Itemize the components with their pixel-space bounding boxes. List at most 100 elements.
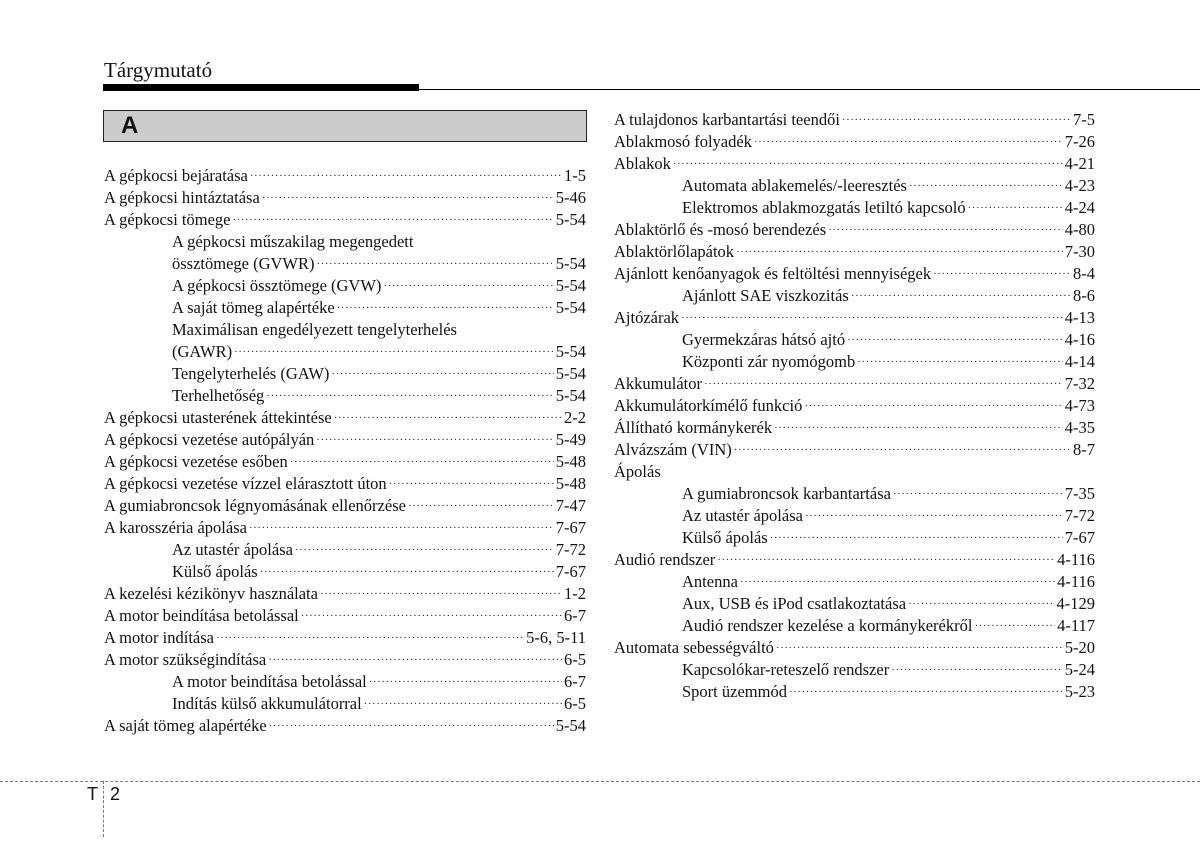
entry-label: Tengelyterhelés (GAW) bbox=[172, 364, 330, 383]
dot-leader: ········································… bbox=[289, 456, 554, 468]
dot-leader: ········································… bbox=[268, 654, 562, 666]
dot-leader: ········································… bbox=[967, 202, 1063, 214]
footer-section: T bbox=[87, 784, 98, 804]
footer-divider bbox=[0, 781, 1200, 782]
index-entry: Ablakmosó folyadék ······················… bbox=[614, 131, 1095, 153]
dot-leader: ········································… bbox=[216, 632, 525, 644]
index-subentry: Indítás külső akkumulátorral ············… bbox=[104, 693, 586, 715]
index-subentry: Az utastér ápolása ······················… bbox=[614, 505, 1095, 527]
section-letter-box: A bbox=[103, 110, 587, 142]
dot-leader: ········································… bbox=[733, 444, 1071, 456]
entry-label: Állítható kormánykerék bbox=[614, 418, 773, 437]
dot-leader: ········································… bbox=[974, 620, 1055, 632]
entry-page: 5-54 bbox=[555, 210, 586, 229]
dot-leader: ········································… bbox=[841, 114, 1071, 126]
dot-leader: ········································… bbox=[933, 268, 1071, 280]
dot-leader: ········································… bbox=[259, 566, 554, 578]
index-entry: Audió rendszer ··························… bbox=[614, 549, 1095, 571]
dot-leader: ········································… bbox=[908, 180, 1063, 192]
dot-leader: ········································… bbox=[248, 522, 554, 534]
entry-label: Sport üzemmód bbox=[682, 682, 787, 701]
dot-leader: ········································… bbox=[850, 290, 1071, 302]
entry-label: A karosszéria ápolása bbox=[104, 518, 247, 537]
entry-page: 7-30 bbox=[1064, 242, 1095, 261]
index-subentry: A gumiabroncsok karbantartása ···········… bbox=[614, 483, 1095, 505]
entry-label: Kapcsolókar-reteszelő rendszer bbox=[682, 660, 890, 679]
dot-leader: ········································… bbox=[804, 400, 1063, 412]
dot-leader: ········································… bbox=[704, 378, 1063, 390]
index-entry: A gépkocsi vezetése vízzel elárasztott ú… bbox=[104, 473, 586, 495]
entry-page: 5-20 bbox=[1064, 638, 1095, 657]
dot-leader: ········································… bbox=[736, 246, 1063, 258]
entry-label: A gépkocsi műszakilag megengedett bbox=[172, 232, 414, 251]
entry-page: 4-117 bbox=[1057, 616, 1095, 635]
dot-leader: ········································… bbox=[769, 532, 1063, 544]
index-entry: A karosszéria ápolása ···················… bbox=[104, 517, 586, 539]
entry-page: 5-49 bbox=[555, 430, 586, 449]
entry-page: 5-54 bbox=[555, 364, 586, 383]
dot-leader: ········································… bbox=[753, 136, 1063, 148]
dot-leader: ········································… bbox=[266, 390, 554, 402]
entry-label: Audió rendszer kezelése a kormánykerékrő… bbox=[682, 616, 973, 635]
index-subentry: (GAWR) ··································… bbox=[104, 341, 586, 363]
entry-label: A saját tömeg alapértéke bbox=[104, 716, 267, 735]
entry-label: A gépkocsi vezetése autópályán bbox=[104, 430, 315, 449]
entry-page: 5-46 bbox=[555, 188, 586, 207]
dot-leader: ········································… bbox=[319, 588, 562, 600]
index-column-right: A tulajdonos karbantartási teendői ······… bbox=[614, 109, 1095, 703]
entry-page: 4-13 bbox=[1064, 308, 1095, 327]
dot-leader: ········································… bbox=[388, 478, 554, 490]
entry-label: Ajánlott kenőanyagok és feltöltési menny… bbox=[614, 264, 932, 283]
dot-leader: ········································… bbox=[681, 312, 1063, 324]
dot-leader: ········································… bbox=[788, 686, 1063, 698]
index-subentry: A gépkocsi műszakilag megengedett bbox=[104, 231, 586, 253]
index-subentry: A saját tömeg alapértéke ················… bbox=[104, 297, 586, 319]
entry-label: A gépkocsi tömege bbox=[104, 210, 231, 229]
entry-page: 1-2 bbox=[564, 584, 586, 603]
entry-label: Antenna bbox=[682, 572, 738, 591]
dot-leader: ········································… bbox=[331, 368, 553, 380]
index-entry: A motor indítása ························… bbox=[104, 627, 586, 649]
entry-page: 4-14 bbox=[1064, 352, 1095, 371]
entry-label: Automata ablakemelés/-leeresztés bbox=[682, 176, 907, 195]
entry-label: A gépkocsi vezetése esőben bbox=[104, 452, 288, 471]
dot-leader: ········································… bbox=[383, 280, 554, 292]
index-subentry: Aux, USB és iPod csatlakoztatása ········… bbox=[614, 593, 1095, 615]
index-entry: A saját tömeg alapértéke ················… bbox=[104, 715, 586, 737]
entry-label: Aux, USB és iPod csatlakoztatása bbox=[682, 594, 907, 613]
entry-page: 6-5 bbox=[564, 650, 586, 669]
entry-page: 7-47 bbox=[555, 496, 586, 515]
index-entry: A gumiabroncsok légnyomásának ellenőrzés… bbox=[104, 495, 586, 517]
entry-label: A tulajdonos karbantartási teendői bbox=[614, 110, 840, 129]
index-subentry: Antenna ·································… bbox=[614, 571, 1095, 593]
index-subentry: össztömege (GVWR) ·······················… bbox=[104, 253, 586, 275]
dot-leader: ········································… bbox=[891, 664, 1063, 676]
dot-leader: ········································… bbox=[316, 434, 554, 446]
entry-page: 7-5 bbox=[1073, 110, 1095, 129]
dot-leader: ········································… bbox=[261, 192, 554, 204]
index-subentry: Terhelhetőség ···························… bbox=[104, 385, 586, 407]
entry-label: Ablaktörlő és -mosó berendezés bbox=[614, 220, 827, 239]
entry-page: 4-23 bbox=[1064, 176, 1095, 195]
index-entry: Állítható kormánykerék ··················… bbox=[614, 417, 1095, 439]
index-entry: A motor beindítása betolással ···········… bbox=[104, 605, 586, 627]
index-subentry: Gyermekzáras hátsó ajtó ·················… bbox=[614, 329, 1095, 351]
entry-page: 1-5 bbox=[564, 166, 586, 185]
entry-label: Ápolás bbox=[614, 462, 661, 481]
entry-label: A gépkocsi hintáztatása bbox=[104, 188, 260, 207]
entry-label: Akkumulátor bbox=[614, 374, 702, 393]
dot-leader: ········································… bbox=[294, 544, 554, 556]
entry-page: 7-26 bbox=[1064, 132, 1095, 151]
dot-leader: ········································… bbox=[363, 698, 562, 710]
dot-leader: ········································… bbox=[368, 676, 562, 688]
entry-page: 4-80 bbox=[1064, 220, 1095, 239]
entry-label: A gépkocsi utasterének áttekintése bbox=[104, 408, 332, 427]
entry-label: A motor beindítása betolással bbox=[104, 606, 299, 625]
entry-label: Külső ápolás bbox=[682, 528, 768, 547]
entry-label: A motor beindítása betolással bbox=[172, 672, 367, 691]
dot-leader: ········································… bbox=[234, 346, 554, 358]
entry-label: Ablakmosó folyadék bbox=[614, 132, 752, 151]
index-subentry: Ajánlott SAE viszkozitás ················… bbox=[614, 285, 1095, 307]
index-entry: A gépkocsi vezetése esőben ··············… bbox=[104, 451, 586, 473]
entry-page: 7-32 bbox=[1064, 374, 1095, 393]
